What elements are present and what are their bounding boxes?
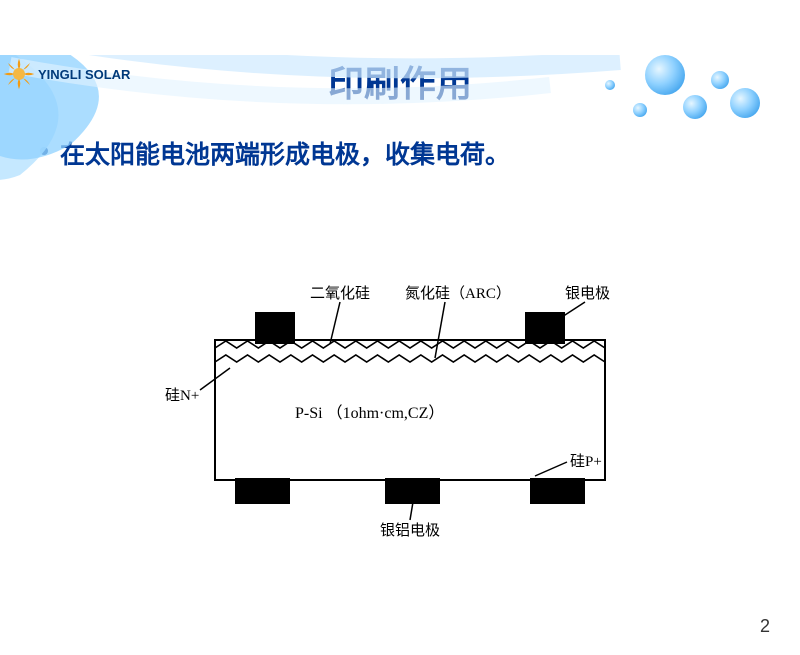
svg-text:P-Si （1ohm·cm,CZ）: P-Si （1ohm·cm,CZ）: [295, 404, 444, 422]
sun-icon: [2, 57, 36, 91]
bullet-dot-icon: [40, 147, 48, 155]
svg-text:银电极: 银电极: [565, 285, 610, 302]
page-number: 2: [760, 616, 770, 637]
bullet-text: 在太阳能电池两端形成电极，收集电荷。: [60, 135, 510, 171]
logo-text: YINGLI SOLAR: [38, 67, 130, 82]
logo: YINGLI SOLAR: [2, 57, 130, 91]
svg-text:硅N+: 硅N+: [165, 387, 199, 404]
svg-text:银铝电极: 银铝电极: [380, 522, 440, 539]
svg-text:二氧化硅: 二氧化硅: [310, 285, 370, 302]
bullet-item: 在太阳能电池两端形成电极，收集电荷。: [40, 135, 800, 171]
svg-text:氮化硅（ARC）: 氮化硅（ARC）: [405, 285, 511, 302]
solar-cell-diagram: 二氧化硅 氮化硅（ARC） 银电极硅N+ P-Si （1ohm·cm,CZ） 硅P+ 银铝…: [145, 280, 665, 580]
svg-text:硅P+: 硅P+: [570, 453, 602, 470]
